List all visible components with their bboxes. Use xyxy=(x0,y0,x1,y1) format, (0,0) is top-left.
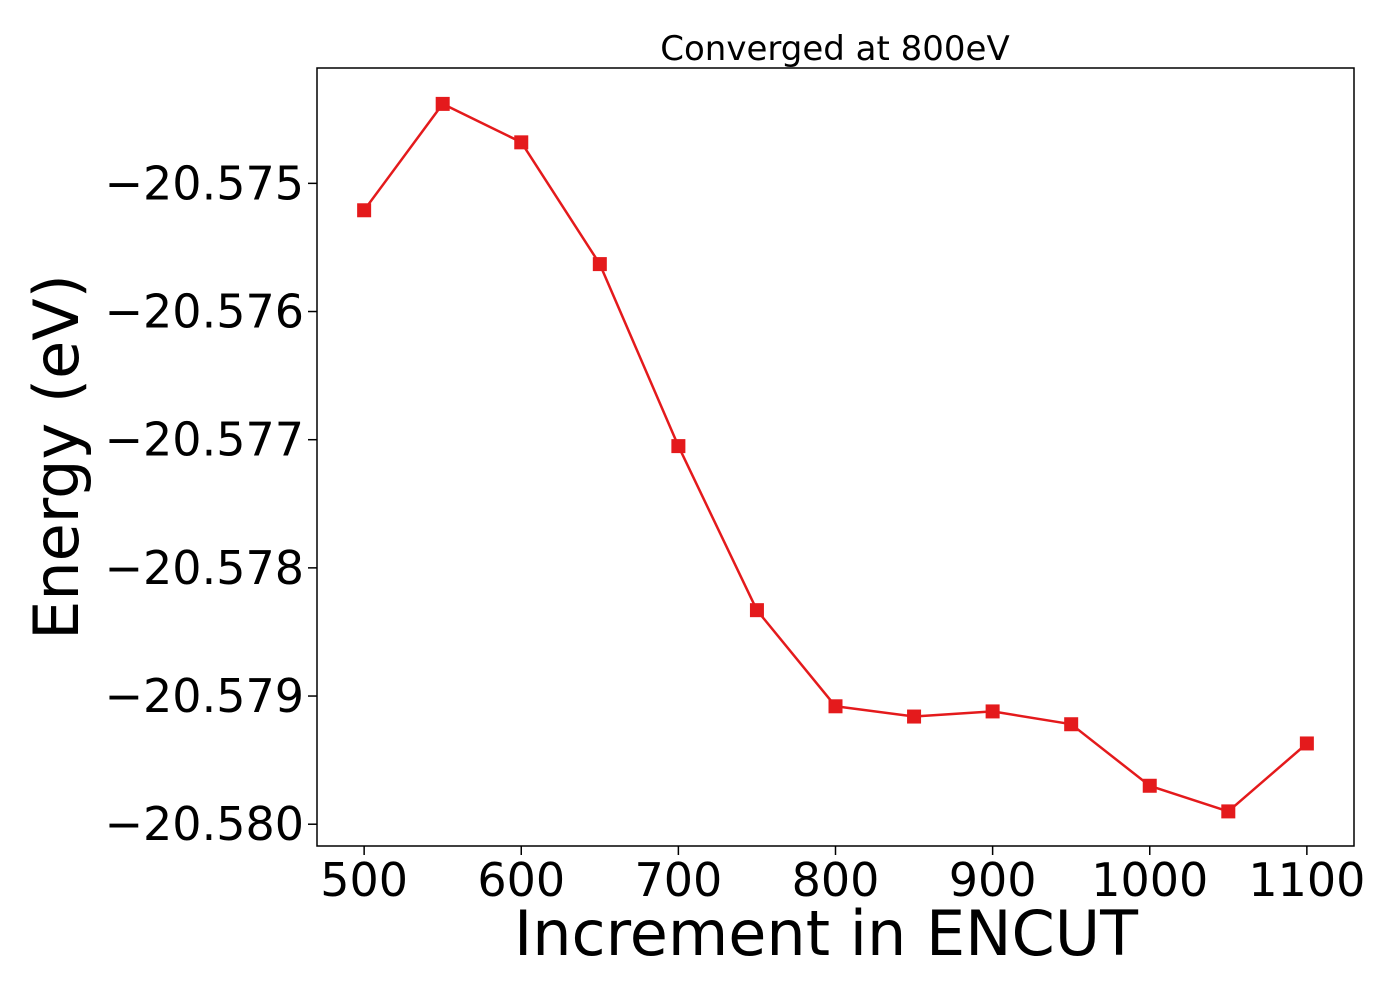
y-tick-label: −20.578 xyxy=(105,541,305,595)
data-point xyxy=(1142,778,1157,793)
data-point xyxy=(514,135,529,150)
y-tick-label: −20.580 xyxy=(105,797,305,851)
data-point xyxy=(1299,736,1314,751)
y-axis-label: Energy (eV) xyxy=(20,274,93,640)
x-tick-label: 700 xyxy=(634,853,722,907)
data-point xyxy=(671,439,686,454)
x-tick-label: 1100 xyxy=(1248,853,1365,907)
y-tick-label: −20.579 xyxy=(105,669,305,723)
data-point xyxy=(985,704,1000,719)
data-point xyxy=(828,699,843,714)
data-point xyxy=(749,603,764,618)
data-point xyxy=(1221,804,1236,819)
x-axis-label: Increment in ENCUT xyxy=(514,897,1139,970)
data-point xyxy=(1064,717,1079,732)
data-point xyxy=(592,257,607,272)
y-tick-label: −20.576 xyxy=(105,285,305,339)
chart-title: Converged at 800eV xyxy=(660,29,1009,69)
data-point xyxy=(907,709,922,724)
x-tick-label: 600 xyxy=(477,853,565,907)
axis-ticks: 500 600 700 800 900 1000 1100 −20.575 −20.576 −20… xyxy=(105,156,1366,907)
x-tick-label: 900 xyxy=(949,853,1037,907)
x-tick-label: 500 xyxy=(320,853,408,907)
x-tick-label: 800 xyxy=(792,853,880,907)
x-tick-label: 1000 xyxy=(1091,853,1208,907)
y-tick-label: −20.577 xyxy=(105,413,305,467)
data-point xyxy=(357,203,372,218)
series-energy xyxy=(357,96,1314,819)
y-tick-label: −20.575 xyxy=(105,156,305,210)
data-point xyxy=(435,96,450,111)
plot-frame xyxy=(316,67,1355,847)
